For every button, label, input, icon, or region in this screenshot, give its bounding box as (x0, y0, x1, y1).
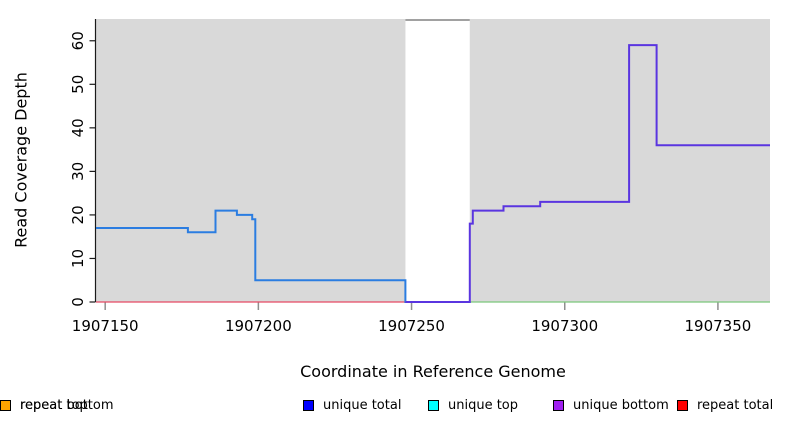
legend-item-unique-total: unique total (303, 398, 401, 413)
legend-label: unique total (323, 398, 402, 413)
masked-region (405, 19, 470, 302)
x-tick-label: 1907350 (685, 317, 752, 335)
x-tick-label: 1907150 (72, 317, 139, 335)
series-line-unique-bottom-right-segment (405, 44, 770, 303)
legend-label: unique top (448, 398, 519, 413)
legend-swatch-unique-total-icon (303, 400, 314, 411)
legend-swatch-repeat-bottom-icon (0, 400, 11, 411)
y-tick-label: 50 (69, 75, 87, 94)
legend-label: repeat top (20, 398, 88, 413)
legend-label: repeat bottom (20, 398, 114, 413)
y-axis-title: Read Coverage Depth (11, 72, 31, 248)
legend-label: unique bottom (573, 398, 669, 413)
y-tick-label: 30 (69, 162, 87, 181)
legend-item-repeat-total: repeat total (677, 398, 773, 413)
legend-item-unique-top: unique top (428, 398, 518, 413)
series-line-unique-total-left-segment (96, 209, 470, 303)
x-tick-label: 1907200 (225, 317, 292, 335)
y-tick-label: 10 (69, 249, 87, 268)
x-tick-label: 1907250 (378, 317, 445, 335)
y-tick-label: 20 (69, 205, 87, 224)
legend-item-repeat-bottom: repeat bottom (0, 398, 114, 413)
legend-item-unique-bottom: unique bottom (553, 398, 669, 413)
y-tick-label: 40 (69, 118, 87, 137)
x-axis-title: Coordinate in Reference Genome (300, 362, 566, 381)
y-tick-label: 0 (69, 297, 87, 307)
legend-swatch-unique-bottom-icon (553, 400, 564, 411)
legend-swatch-repeat-total-icon (677, 400, 688, 411)
x-tick-label: 1907300 (531, 317, 598, 335)
legend-swatch-unique-top-icon (428, 400, 439, 411)
legend-label: repeat total (697, 398, 774, 413)
y-tick-label: 60 (69, 31, 87, 50)
